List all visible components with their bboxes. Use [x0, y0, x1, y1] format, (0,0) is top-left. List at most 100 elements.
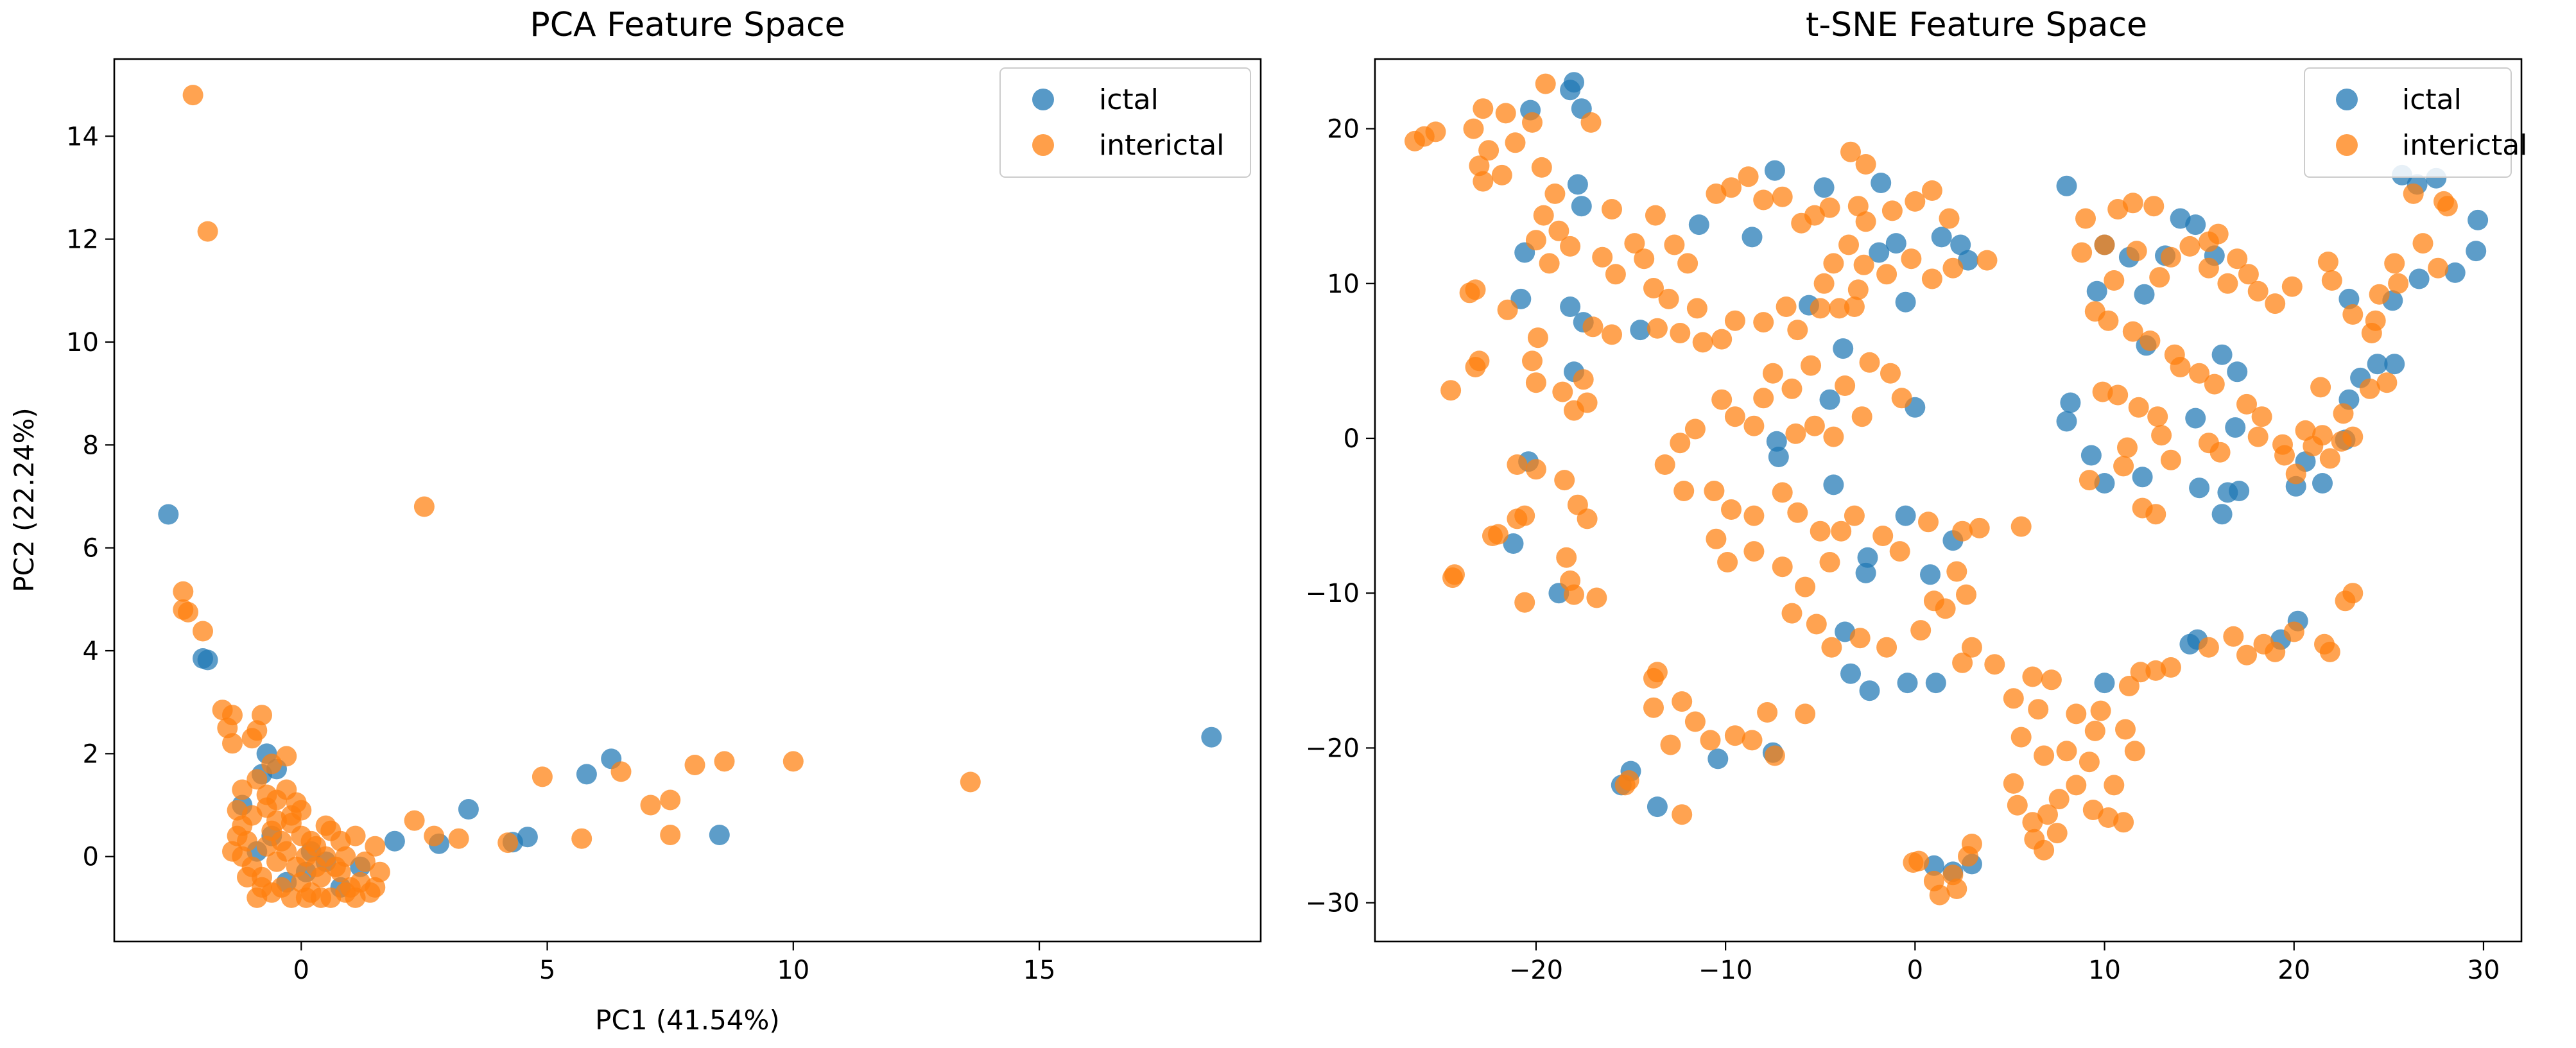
tsne-point-interictal-215: [2071, 242, 2093, 263]
pca-y-ticks: 0 2 4 6 8 10 12 14: [66, 122, 114, 872]
tsne-point-ictal-18: [1813, 177, 1835, 198]
tsne-point-interictal-121: [1743, 505, 1765, 526]
tsne-point-interictal-250: [2160, 449, 2181, 470]
tsne-point-interictal-112: [1804, 415, 1825, 436]
tsne-point-ictal-29: [1958, 250, 1978, 271]
tsne-point-interictal-142: [1849, 628, 1871, 649]
tsne-point-interictal-62: [1686, 298, 1707, 319]
tsne-point-interictal-174: [2124, 741, 2145, 762]
tsne-point-interictal-249: [2151, 425, 2172, 446]
pca-y-tick-label-6: 12: [66, 225, 99, 255]
tsne-point-interictal-169: [2118, 676, 2139, 696]
tsne-point-interictal-236: [2098, 310, 2119, 331]
tsne-point-interictal-284: [2272, 434, 2293, 455]
tsne-point-interictal-78: [1772, 186, 1793, 207]
tsne-point-interictal-251: [2117, 437, 2138, 458]
tsne-point-interictal-231: [2265, 293, 2286, 314]
tsne-point-interictal-134: [1717, 552, 1738, 572]
tsne-point-interictal-98: [1840, 141, 1861, 162]
tsne-legend: ictal interictal: [2304, 67, 2527, 178]
tsne-point-interictal-47: [1556, 547, 1577, 568]
tsne-point-interictal-116: [1670, 433, 1691, 454]
pca-point-interictal-73: [222, 841, 243, 862]
tsne-point-interictal-209: [2265, 641, 2286, 662]
tsne-point-ictal-28: [1950, 234, 1971, 255]
tsne-point-interictal-104: [1781, 378, 1802, 399]
tsne-point-interictal-8: [1469, 155, 1490, 176]
tsne-point-interictal-185: [1903, 852, 1924, 873]
tsne-point-interictal-67: [1724, 310, 1745, 331]
tsne-point-interictal-160: [2022, 812, 2043, 833]
tsne-point-ictal-12: [1503, 533, 1524, 554]
tsne-point-interictal-219: [2143, 196, 2165, 217]
tsne-point-interictal-155: [2028, 699, 2049, 720]
tsne-point-ictal-1: [1560, 80, 1581, 101]
tsne-point-ictal-87: [2468, 209, 2489, 230]
tsne-point-ictal-69: [2211, 504, 2233, 525]
pca-point-interictal-82: [237, 866, 257, 888]
tsne-point-interictal-46: [1577, 508, 1598, 529]
pca-point-interictal-16: [246, 769, 268, 790]
tsne-points: [1405, 72, 2489, 906]
tsne-point-interictal-127: [1872, 526, 1894, 546]
tsne-point-interictal-180: [2034, 839, 2055, 861]
tsne-point-interictal-226: [2198, 257, 2219, 279]
tsne-point-interictal-26: [1624, 233, 1645, 254]
tsne-point-interictal-64: [1670, 323, 1691, 343]
pca-point-interictal-85: [300, 830, 322, 852]
tsne-point-interictal-248: [2147, 406, 2168, 427]
tsne-point-interictal-66: [1711, 329, 1733, 350]
pca-point-interictal-15: [261, 753, 282, 775]
tsne-point-interictal-234: [2208, 223, 2229, 245]
tsne-point-interictal-173: [2115, 719, 2136, 740]
tsne-point-interictal-60: [1677, 253, 1699, 274]
pca-legend-ictal-marker: [1032, 89, 1054, 110]
tsne-point-ictal-40: [1859, 680, 1880, 701]
tsne-point-interictal-172: [2160, 657, 2181, 678]
tsne-point-interictal-196: [1795, 703, 1816, 725]
pca-panel: PCA Feature Space 0 5 10 15 0 2 4 6 8 10 12 14 PC1…: [8, 6, 1262, 1036]
pca-point-interictal-36: [532, 766, 553, 787]
tsne-point-interictal-7: [1478, 140, 1500, 161]
tsne-point-interictal-264: [2317, 252, 2338, 272]
pca-point-interictal-33: [424, 825, 445, 846]
tsne-point-interictal-204: [1614, 775, 1636, 796]
tsne-point-interictal-105: [1801, 355, 1821, 376]
tsne-point-interictal-25: [1602, 199, 1622, 219]
pca-y-tick-label-7: 14: [66, 122, 99, 151]
tsne-point-interictal-126: [1844, 505, 1865, 526]
tsne-point-interictal-154: [2041, 669, 2062, 691]
tsne-point-interictal-111: [1823, 426, 1844, 447]
tsne-point-interictal-88: [1838, 234, 1859, 255]
tsne-point-ictal-88: [2466, 241, 2487, 262]
tsne-point-interictal-5: [1495, 103, 1516, 124]
tsne-point-interictal-163: [2066, 775, 2087, 796]
tsne-point-interictal-222: [2126, 241, 2147, 262]
pca-point-interictal-83: [291, 800, 312, 821]
tsne-x-tick-label-2: 0: [1907, 956, 1923, 985]
tsne-point-ictal-16: [1742, 227, 1763, 248]
pca-y-tick-label-0: 0: [83, 843, 99, 872]
tsne-point-interictal-255: [2145, 504, 2166, 525]
tsne-point-interictal-205: [2198, 637, 2219, 658]
tsne-y-tick-label-3: 0: [1344, 424, 1360, 454]
tsne-point-ictal-14: [1630, 320, 1651, 341]
tsne-point-interictal-43: [1525, 459, 1546, 480]
tsne-point-interictal-167: [2066, 703, 2087, 725]
tsne-point-interictal-199: [1647, 662, 1668, 683]
pca-point-interictal-9: [217, 717, 238, 739]
tsne-point-interictal-122: [1772, 482, 1793, 503]
tsne-x-tick-label-1: −10: [1699, 956, 1752, 985]
pca-point-interictal-81: [252, 877, 272, 898]
tsne-y-tick-label-0: −30: [1306, 889, 1360, 918]
tsne-point-interictal-32: [1582, 316, 1604, 338]
tsne-point-interictal-38: [1465, 279, 1486, 300]
tsne-point-interictal-139: [1781, 603, 1802, 624]
tsne-point-interictal-85: [1905, 191, 1926, 212]
tsne-point-interictal-96: [1813, 273, 1835, 294]
tsne-point-interictal-123: [1787, 502, 1808, 523]
tsne-point-interictal-86: [1921, 180, 1942, 201]
tsne-y-ticks: −30 −20 −10 0 10 20: [1306, 115, 1375, 918]
